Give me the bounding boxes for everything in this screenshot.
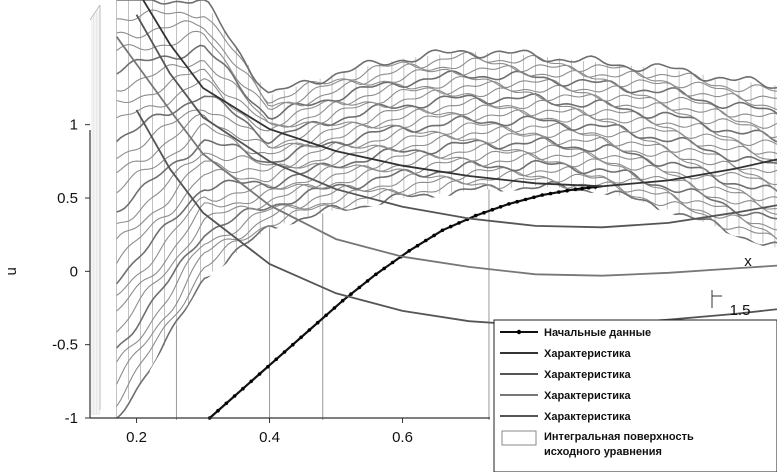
series-line xyxy=(115,36,777,277)
y-tick-label: 0 xyxy=(70,263,78,280)
series-point xyxy=(548,191,553,196)
series-point xyxy=(307,328,312,332)
series-point xyxy=(257,372,262,376)
x-tick-label: 0.6 xyxy=(392,429,413,446)
z-tick-label: 1.5 xyxy=(730,302,751,319)
series-point xyxy=(324,313,328,318)
series-point xyxy=(457,221,461,225)
series-line xyxy=(135,14,777,229)
series-point xyxy=(357,285,362,290)
series-point xyxy=(415,243,420,248)
series-point xyxy=(507,202,511,206)
series-point xyxy=(407,249,412,253)
series-point xyxy=(274,357,279,362)
series-point xyxy=(532,195,536,200)
series-point xyxy=(573,187,578,191)
surface-layer-line xyxy=(116,93,777,145)
series-point xyxy=(424,238,428,243)
surface-layer-line xyxy=(116,97,777,160)
legend-label: Интегральная поверхность xyxy=(544,431,694,443)
series-point xyxy=(332,306,337,310)
surface-layer-line xyxy=(116,170,777,385)
series-point xyxy=(266,364,270,369)
legend-label: Характеристика xyxy=(544,348,632,360)
y-axis-title: u xyxy=(3,267,20,275)
series-point xyxy=(299,335,303,340)
surface-layer-line xyxy=(115,136,777,285)
series-point xyxy=(498,205,503,209)
back-wall-top xyxy=(89,4,101,21)
y-tick-label: -0.5 xyxy=(52,337,78,354)
series-point xyxy=(241,386,245,391)
surface-layer-line xyxy=(116,44,777,120)
series-point xyxy=(557,190,561,194)
y-tick-label: -1 xyxy=(65,410,78,427)
series-point xyxy=(282,350,287,354)
series-point xyxy=(291,342,295,347)
series-point xyxy=(349,292,353,296)
surface-layer-line xyxy=(116,0,777,94)
legend-label: исходного уравнения xyxy=(544,446,662,458)
legend-marker xyxy=(516,329,522,335)
legend: Начальные данные Характеристика Характерис… xyxy=(493,319,777,472)
series-point xyxy=(565,188,569,193)
z-axis-title: x xyxy=(744,253,752,270)
y-tick-label: 0.5 xyxy=(57,190,78,207)
surface-layer-line xyxy=(116,177,777,407)
series-point xyxy=(249,379,253,384)
series-point xyxy=(523,197,528,202)
series-point xyxy=(315,320,320,325)
series-point xyxy=(224,401,229,406)
series-point xyxy=(515,199,519,204)
surface-layer-line xyxy=(116,132,777,264)
series-point xyxy=(490,207,495,212)
series-point xyxy=(390,260,395,265)
surface-layer-line xyxy=(116,166,777,363)
back-pane xyxy=(89,4,101,415)
surface-layer-line xyxy=(116,122,777,225)
legend-label: Характеристика xyxy=(544,390,632,402)
surface-layer-line xyxy=(116,9,777,104)
legend-swatch-surface xyxy=(501,430,537,446)
legend-box xyxy=(493,319,777,472)
series-point xyxy=(432,233,436,238)
surface-layer-line xyxy=(116,104,777,174)
x-tick-label: 0.2 xyxy=(126,429,147,446)
y-tick-label: 1 xyxy=(70,117,78,134)
series-point xyxy=(340,298,345,303)
series-point xyxy=(232,394,237,398)
series-point xyxy=(482,210,486,215)
surface-layer-line xyxy=(116,20,777,107)
surface-layer-line xyxy=(116,180,777,419)
surface-layer-line xyxy=(116,115,777,213)
surface-layer-line xyxy=(116,152,777,333)
surface-layer-line xyxy=(116,109,777,194)
series-point xyxy=(440,228,445,233)
surface-layer-line xyxy=(116,60,777,126)
series-point xyxy=(580,186,584,191)
series-point xyxy=(374,272,378,277)
series-point xyxy=(448,224,453,229)
series-point xyxy=(586,185,591,190)
series-point xyxy=(365,279,370,283)
surface-layer-line xyxy=(116,30,777,111)
series-point xyxy=(216,408,220,413)
series-line xyxy=(142,0,777,188)
surface-layer-line xyxy=(116,68,777,129)
legend-label: Характеристика xyxy=(544,411,632,423)
x-tick-label: 0.4 xyxy=(259,429,280,446)
legend-label: Начальные данные xyxy=(544,327,651,339)
series-point xyxy=(540,193,544,197)
surface-layer-line xyxy=(116,77,777,138)
legend-label: Характеристика xyxy=(544,369,632,381)
surface-layer-line xyxy=(116,125,777,240)
series-point xyxy=(473,213,478,218)
surface-layer-line xyxy=(116,150,777,312)
series-point xyxy=(382,266,387,271)
